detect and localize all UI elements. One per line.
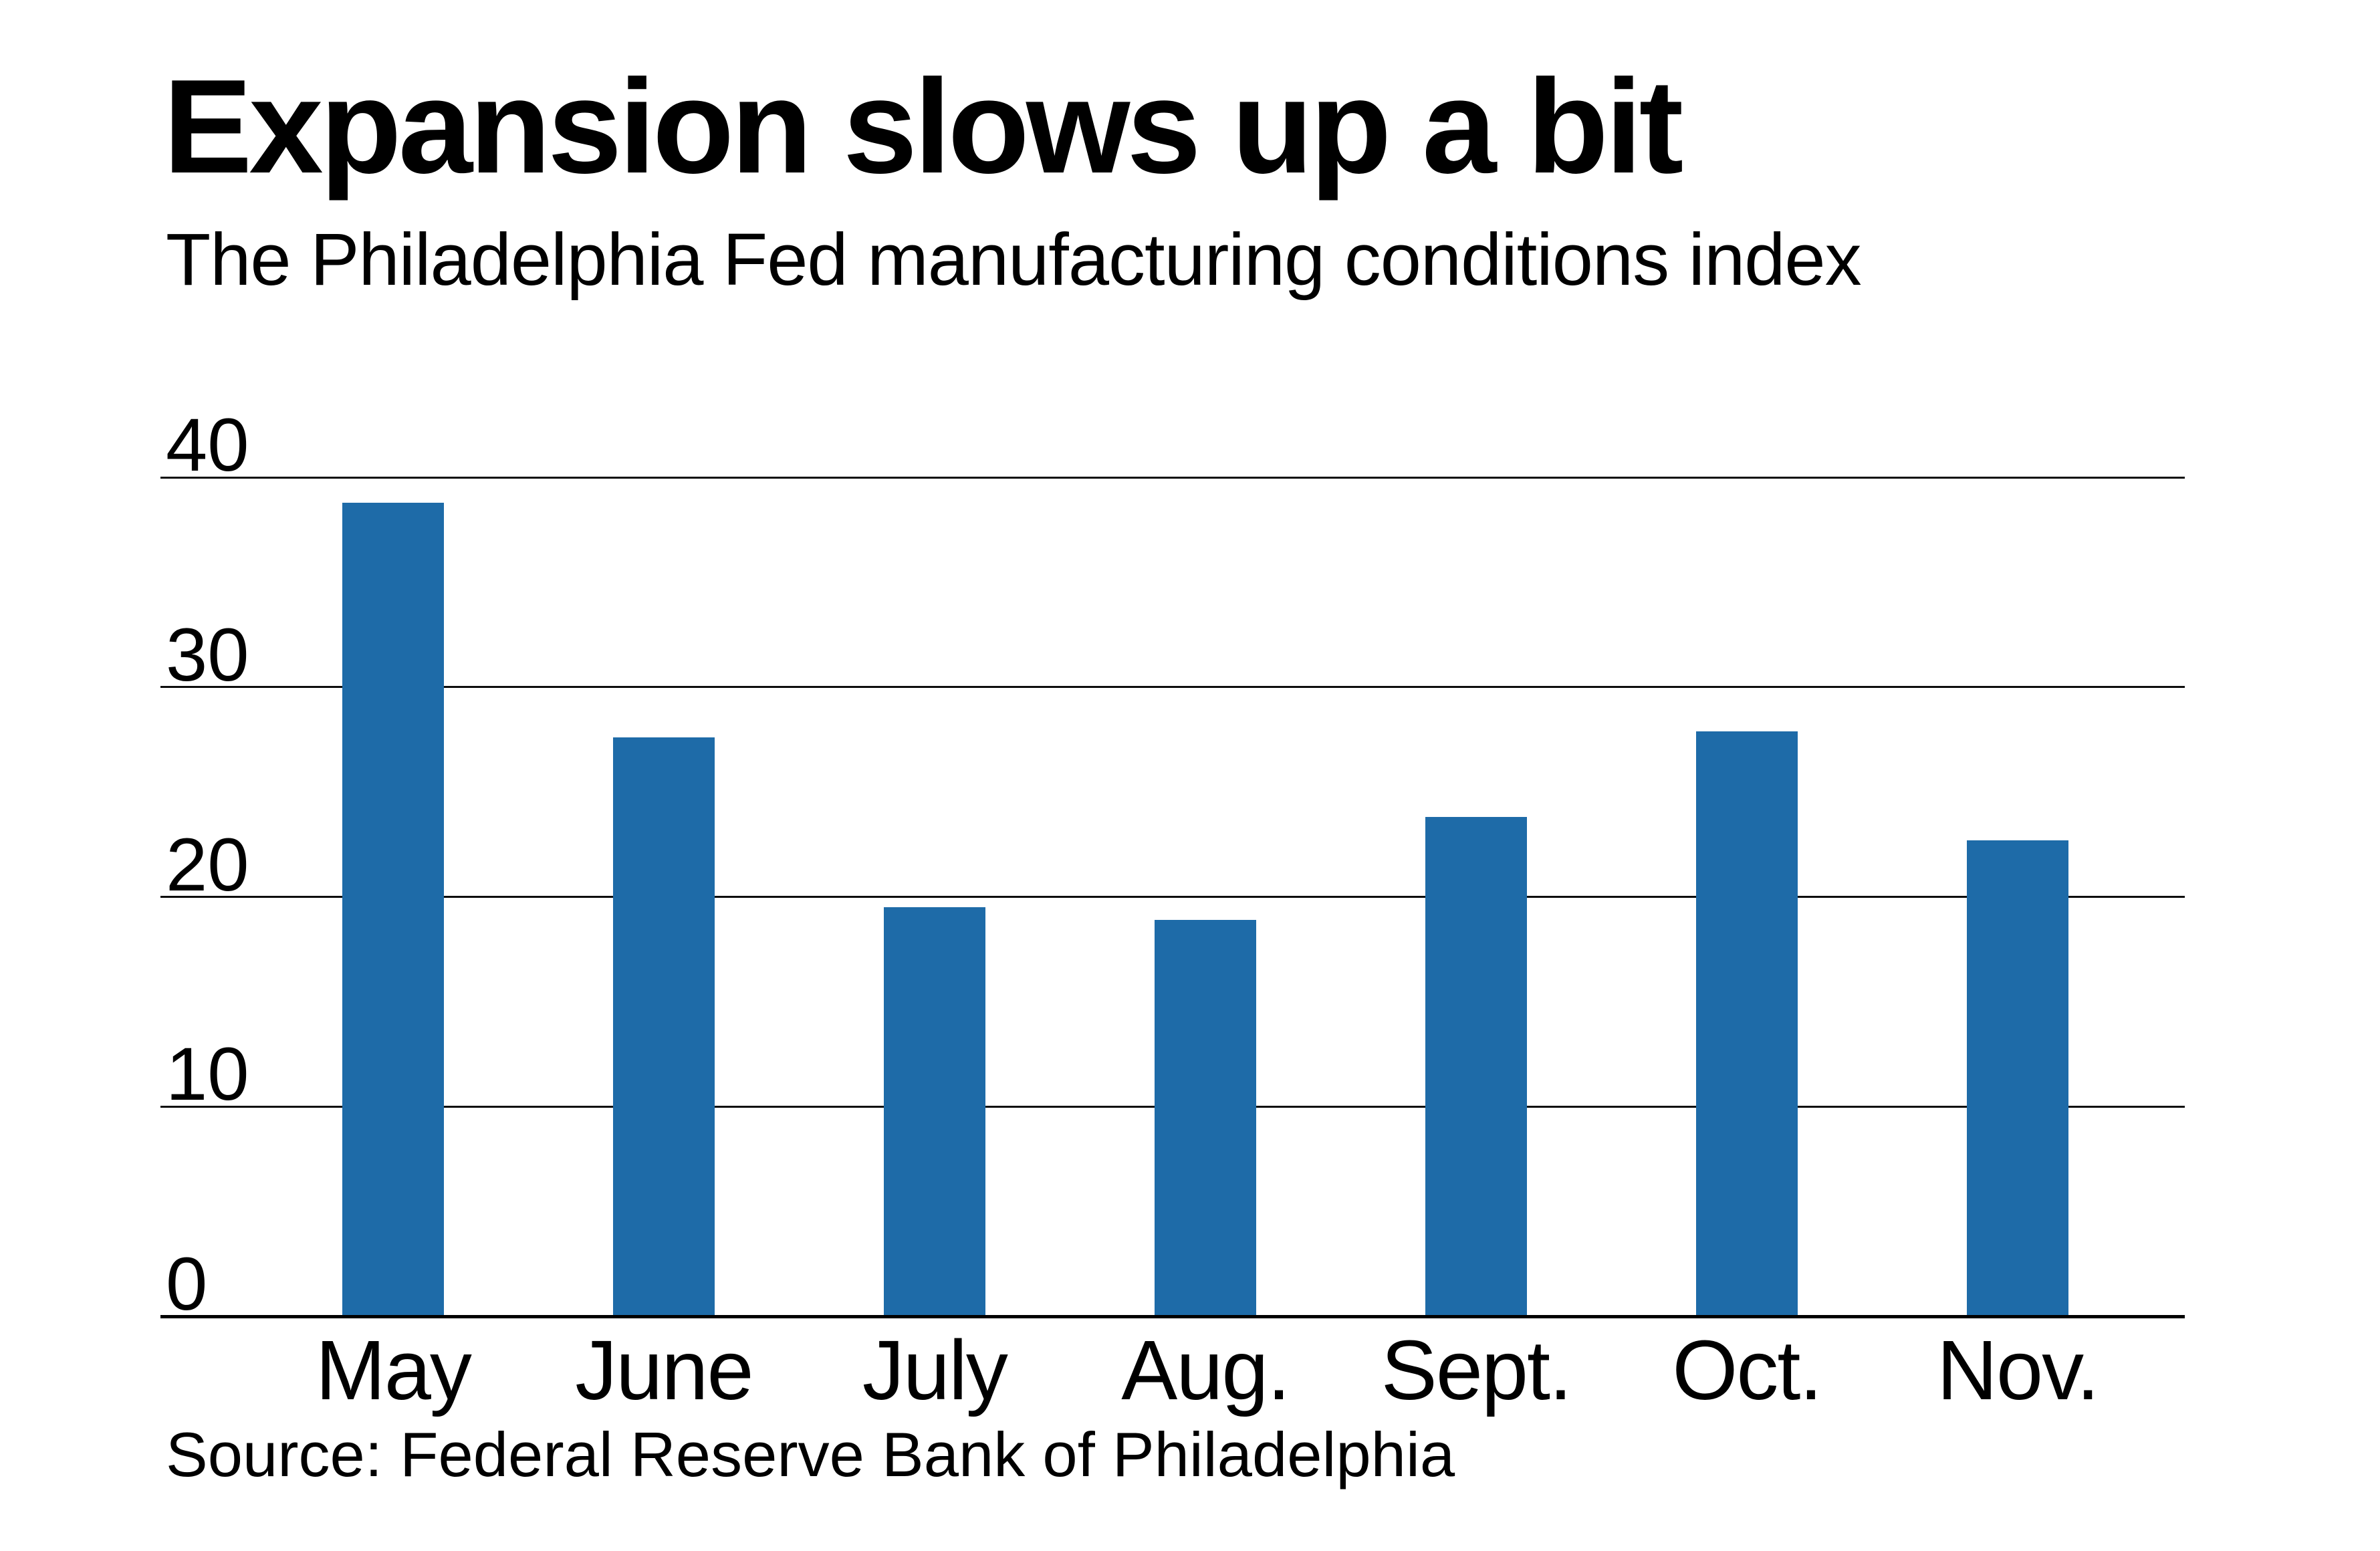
y-tick-label-10: 10: [166, 1032, 249, 1116]
x-tick-label-aug: Aug.: [1121, 1323, 1290, 1417]
y-tick-label-40: 40: [166, 403, 249, 487]
x-tick-label-nov: Nov.: [1937, 1323, 2100, 1417]
source-note: Source: Federal Reserve Bank of Philadel…: [166, 1419, 1455, 1489]
bar-june: [612, 737, 715, 1316]
gridline-30: [160, 686, 2185, 689]
chart-title: Expansion slows up a bit: [163, 52, 1683, 201]
bar-aug: [1154, 920, 1256, 1316]
bar-may: [342, 502, 444, 1316]
x-tick-label-july: July: [862, 1323, 1008, 1417]
gridline-20: [160, 896, 2185, 898]
bar-sept: [1425, 817, 1527, 1316]
y-tick-label-0: 0: [166, 1242, 208, 1326]
y-tick-label-20: 20: [166, 822, 249, 907]
x-tick-label-june: June: [575, 1323, 753, 1417]
bar-nov: [1966, 840, 2068, 1316]
x-tick-label-oct: Oct.: [1672, 1323, 1822, 1417]
x-axis-line: [160, 1315, 2185, 1318]
gridline-40: [160, 476, 2185, 479]
x-tick-label-may: May: [315, 1323, 472, 1417]
y-tick-label-30: 30: [166, 612, 249, 697]
plot-area: 0 10 20 30 40 May June July Aug. Sept. Oct. Nov.: [160, 408, 2185, 1413]
x-tick-label-sept: Sept.: [1381, 1323, 1572, 1417]
chart-subtitle: The Philadelphia Fed manufacturing condi…: [166, 219, 1862, 301]
bar-oct: [1695, 731, 1798, 1316]
bar-july: [883, 907, 985, 1316]
